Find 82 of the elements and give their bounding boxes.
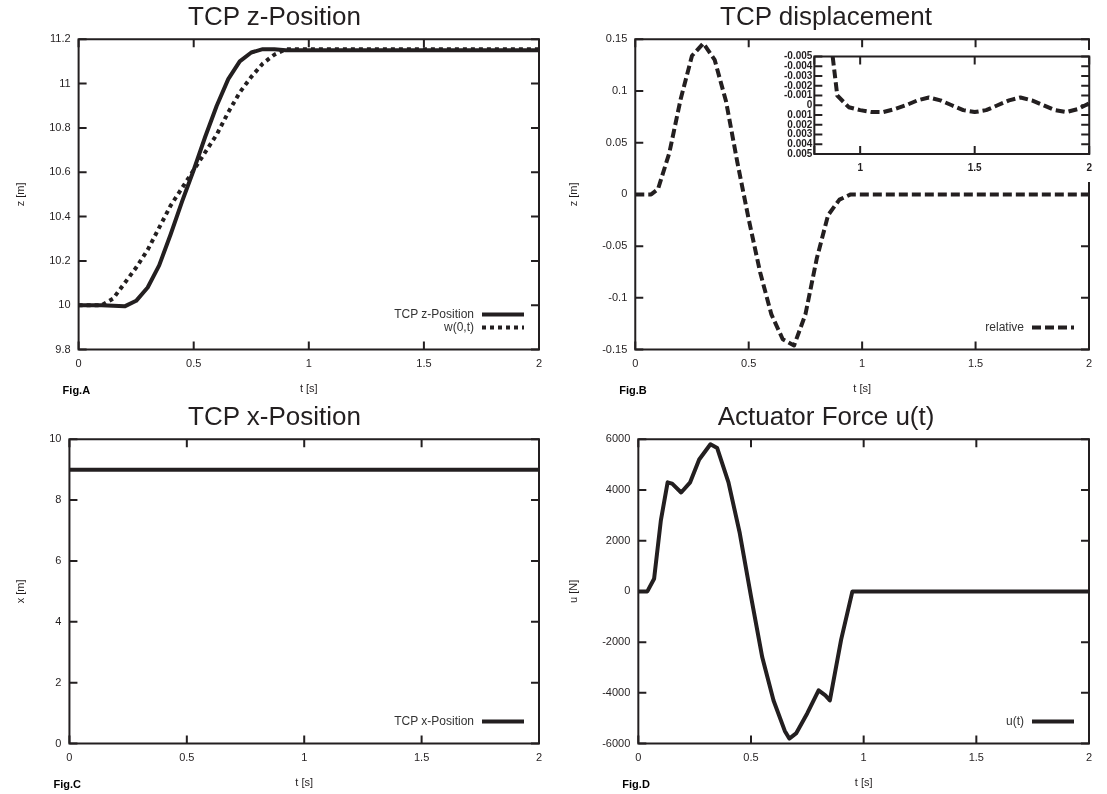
y-tick-label: 0.15 xyxy=(605,32,628,45)
x-tick-label: 1.5 xyxy=(968,751,984,764)
y-tick-label: -0.005 xyxy=(784,50,813,62)
x-tick-label: 1 xyxy=(857,161,864,173)
y-tick-label: 10 xyxy=(58,298,71,311)
y-tick-label: 10.6 xyxy=(49,165,71,178)
chart-title: TCP x-Position xyxy=(188,400,361,431)
x-tick-label: 1.5 xyxy=(967,357,984,370)
x-tick-label: 1.5 xyxy=(967,161,983,173)
y-tick-label: 0 xyxy=(621,187,628,200)
text: Fig.D xyxy=(622,778,650,790)
y-tick-label: -0.1 xyxy=(608,290,628,303)
y-tick-label: 0.1 xyxy=(611,83,628,96)
x-tick-label: 0.5 xyxy=(179,751,195,764)
y-axis-title: x [m] xyxy=(13,579,26,604)
x-tick-label: 2 xyxy=(535,357,543,370)
x-tick-label: 0.5 xyxy=(743,751,759,764)
y-tick-label: -0.001 xyxy=(784,89,813,101)
y-tick-label: 0 xyxy=(624,584,631,597)
y-tick-label: 2000 xyxy=(605,533,631,546)
x-axis-title: t [s] xyxy=(295,776,314,789)
chart-title: TCP displacement xyxy=(720,0,933,31)
legend-label: u(t) xyxy=(1006,713,1024,728)
x-axis-title: t [s] xyxy=(299,382,318,395)
y-axis-title: u [N] xyxy=(566,579,579,604)
y-tick-label: 11 xyxy=(59,76,71,89)
x-tick-label: 1 xyxy=(301,751,308,764)
y-tick-label: 11.2 xyxy=(50,32,71,45)
x-tick-label: 0 xyxy=(75,357,82,370)
y-tick-label: 0.05 xyxy=(605,135,628,148)
chart-title: Actuator Force u(t) xyxy=(717,400,935,431)
x-tick-label: 0 xyxy=(632,357,639,370)
y-tick-label: 8 xyxy=(55,493,62,506)
x-tick-label: 1.5 xyxy=(413,751,430,764)
y-tick-label: 0.004 xyxy=(787,138,813,149)
text: Fig.C xyxy=(53,778,81,790)
x-tick-label: 2 xyxy=(535,751,543,764)
y-tick-label: -0.15 xyxy=(602,342,628,355)
y-tick-label: -4000 xyxy=(602,685,631,698)
y-tick-label: 6000 xyxy=(605,432,631,445)
y-axis-title: z [m] xyxy=(13,182,26,207)
y-axis-title: z [m] xyxy=(566,182,579,207)
chart-title: TCP z-Position xyxy=(188,0,361,31)
y-tick-label: 0 xyxy=(806,99,813,110)
y-tick-label: -6000 xyxy=(602,736,631,749)
y-tick-label: -0.002 xyxy=(784,79,813,91)
x-tick-label: 1.5 xyxy=(416,357,432,370)
x-axis-title: t [s] xyxy=(854,776,873,789)
x-tick-label: 1 xyxy=(305,357,312,370)
y-tick-label: 2 xyxy=(55,675,62,688)
y-tick-label: 6 xyxy=(55,553,62,566)
legend-label: relative xyxy=(985,319,1025,334)
y-tick-label: 4 xyxy=(55,614,62,627)
y-tick-label: 0.002 xyxy=(787,118,813,130)
y-tick-label: 0.005 xyxy=(787,147,813,159)
x-axis-title: t [s] xyxy=(853,382,871,395)
y-tick-label: 0.003 xyxy=(787,128,813,140)
y-tick-label: 0.001 xyxy=(787,108,813,120)
y-tick-label: -0.004 xyxy=(784,60,813,71)
y-tick-label: 10.4 xyxy=(49,209,71,222)
y-tick-label: 10.2 xyxy=(49,253,71,266)
y-tick-label: -0.05 xyxy=(602,239,628,252)
x-tick-label: 0 xyxy=(635,751,642,764)
text: Fig.B xyxy=(619,384,647,396)
y-tick-label: 10.8 xyxy=(49,120,71,133)
y-tick-label: -0.003 xyxy=(784,69,813,81)
legend-label: TCP x-Position xyxy=(394,713,474,728)
x-tick-label: 1 xyxy=(859,357,866,370)
x-tick-label: 2 xyxy=(1085,751,1093,764)
x-tick-label: 0.5 xyxy=(741,357,757,370)
x-tick-label: 0.5 xyxy=(186,357,202,370)
legend-label: TCP z-Position xyxy=(394,306,474,321)
y-tick-label: 10 xyxy=(49,432,62,445)
y-tick-label: 4000 xyxy=(605,482,631,495)
y-tick-label: -2000 xyxy=(602,635,631,648)
y-tick-label: 0 xyxy=(55,736,62,749)
x-tick-label: 2 xyxy=(1085,357,1093,370)
text: Fig.A xyxy=(62,384,91,396)
y-tick-label: 9.8 xyxy=(55,342,71,355)
x-tick-label: 1 xyxy=(860,751,867,764)
legend-label: w(0,t) xyxy=(443,319,474,334)
x-tick-label: 2 xyxy=(1086,161,1093,173)
